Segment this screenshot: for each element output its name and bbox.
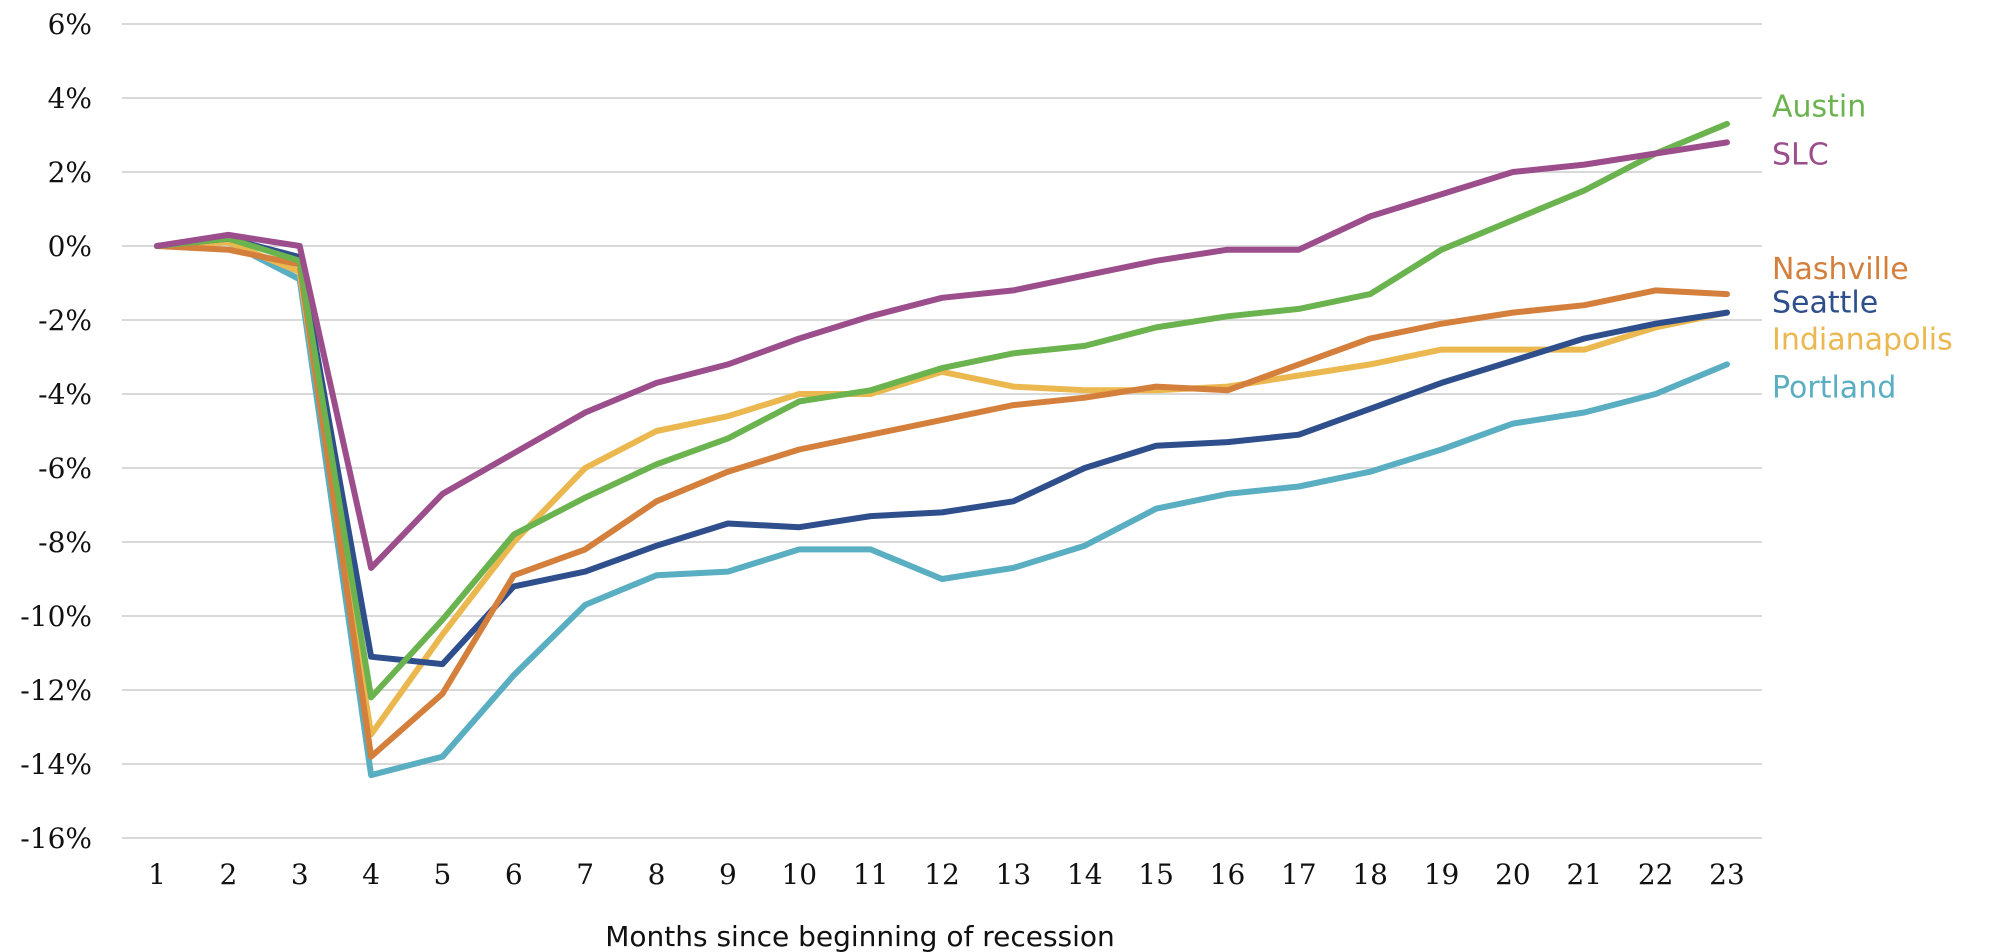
- x-tick-label: 6: [505, 858, 523, 891]
- y-tick-label: -12%: [20, 674, 92, 707]
- series-label-austin: Austin: [1772, 89, 1866, 124]
- x-tick-label: 8: [648, 858, 666, 891]
- y-tick-label: -10%: [20, 600, 92, 633]
- series-line-portland: [154, 239, 1730, 779]
- series-line-indianapolis: [154, 239, 1730, 738]
- x-axis-ticks: 1 2 3 4 5 6 7 8 9 10 11 12 13 14 15 16 17 18 19 20 21 22 23: [148, 858, 1745, 891]
- x-tick-label: 20: [1495, 858, 1531, 891]
- x-tick-label: 3: [291, 858, 309, 891]
- series-label-portland: Portland: [1772, 371, 1896, 406]
- x-tick-label: 11: [853, 858, 889, 891]
- grid-lines: [122, 23, 1762, 839]
- x-tick-label: 19: [1424, 858, 1460, 891]
- series-line-austin: [154, 120, 1730, 701]
- x-tick-label: 5: [434, 858, 452, 891]
- x-tick-label: 9: [719, 858, 737, 891]
- x-tick-label: 18: [1352, 858, 1388, 891]
- x-tick-label: 13: [996, 858, 1032, 891]
- x-tick-label: 4: [362, 858, 380, 891]
- y-tick-label: -2%: [38, 304, 92, 337]
- x-tick-label: 22: [1638, 858, 1674, 891]
- series-line-seattle: [154, 235, 1730, 668]
- series-lines: [154, 120, 1730, 779]
- series-label-seattle: Seattle: [1772, 286, 1878, 321]
- y-tick-label: -6%: [38, 452, 92, 485]
- x-axis-title: Months since beginning of recession: [605, 920, 1115, 952]
- y-tick-label: -14%: [20, 748, 92, 781]
- x-tick-label: 14: [1067, 858, 1103, 891]
- y-axis-ticks: 6% 4% 2% 0% -2% -4% -6% -8% -10% -12% -14% -16%: [20, 8, 92, 855]
- y-tick-label: -16%: [20, 822, 92, 855]
- x-tick-label: 10: [781, 858, 817, 891]
- x-tick-label: 21: [1566, 858, 1602, 891]
- y-tick-label: 6%: [48, 8, 92, 41]
- series-label-indianapolis: Indianapolis: [1772, 323, 1953, 358]
- x-tick-label: 23: [1709, 858, 1745, 891]
- x-tick-label: 17: [1281, 858, 1317, 891]
- series-label-slc: SLC: [1772, 138, 1829, 173]
- x-tick-label: 15: [1138, 858, 1174, 891]
- series-line-slc: [154, 139, 1730, 571]
- y-tick-label: 0%: [48, 230, 92, 263]
- x-tick-label: 16: [1210, 858, 1246, 891]
- y-tick-label: 4%: [48, 82, 92, 115]
- y-tick-label: -4%: [38, 378, 92, 411]
- series-line-nashville: [154, 243, 1730, 760]
- x-tick-label: 2: [219, 858, 237, 891]
- y-tick-label: -8%: [38, 526, 92, 559]
- x-tick-label: 12: [924, 858, 960, 891]
- y-tick-label: 2%: [48, 156, 92, 189]
- x-tick-label: 7: [576, 858, 594, 891]
- series-label-nashville: Nashville: [1772, 252, 1909, 287]
- x-tick-label: 1: [148, 858, 166, 891]
